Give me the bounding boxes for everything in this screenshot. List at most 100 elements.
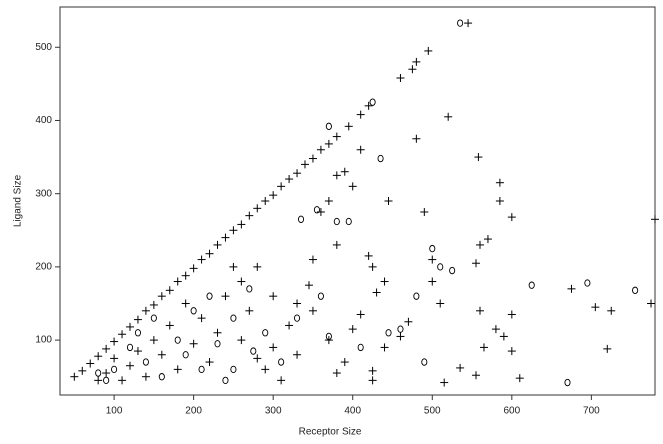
- point: [499, 332, 508, 341]
- point: [118, 330, 127, 339]
- point: [189, 339, 198, 348]
- point: [70, 372, 79, 381]
- point: [607, 306, 616, 315]
- point: [250, 347, 257, 355]
- point: [457, 19, 464, 27]
- point: [293, 314, 301, 322]
- point: [495, 197, 504, 205]
- point: [325, 122, 332, 130]
- point: [472, 371, 481, 380]
- point: [476, 306, 484, 315]
- point: [141, 306, 150, 315]
- point: [253, 262, 262, 271]
- point: [198, 365, 205, 374]
- point: [584, 279, 591, 287]
- point: [245, 306, 254, 315]
- point: [285, 321, 294, 330]
- point: [332, 171, 341, 180]
- point: [507, 310, 516, 319]
- point: [133, 315, 142, 324]
- point: [647, 299, 656, 308]
- point: [174, 336, 181, 344]
- point: [269, 343, 278, 352]
- point: [86, 359, 95, 368]
- point: [397, 325, 404, 333]
- point: [308, 306, 317, 315]
- point: [197, 314, 206, 323]
- point: [150, 314, 157, 322]
- point: [78, 366, 87, 375]
- point: [428, 255, 437, 264]
- point: [474, 153, 483, 162]
- y-tick-label: 200: [35, 262, 52, 273]
- point: [269, 191, 278, 200]
- point: [229, 226, 238, 235]
- point: [324, 197, 333, 205]
- point: [591, 303, 600, 312]
- point: [261, 365, 270, 374]
- point: [324, 336, 333, 345]
- point: [253, 354, 262, 363]
- point: [377, 154, 384, 163]
- point: [384, 197, 393, 205]
- point: [444, 112, 453, 121]
- point: [368, 366, 377, 375]
- point: [213, 240, 222, 249]
- point: [368, 262, 377, 271]
- point: [479, 343, 488, 352]
- point: [528, 281, 535, 289]
- y-tick-label: 500: [35, 42, 52, 53]
- point: [181, 271, 190, 280]
- point: [297, 215, 305, 223]
- point: [357, 343, 364, 352]
- point: [344, 122, 353, 131]
- point: [102, 369, 111, 378]
- point: [301, 160, 309, 169]
- point: [340, 167, 349, 176]
- point: [95, 369, 102, 377]
- point: [308, 154, 317, 163]
- point: [182, 351, 189, 359]
- x-tick-label: 700: [583, 406, 600, 417]
- point: [356, 145, 365, 154]
- point: [340, 358, 349, 367]
- point: [436, 299, 445, 308]
- point: [134, 329, 142, 337]
- point: [94, 376, 103, 385]
- y-axis-label: Ligand Size: [13, 174, 24, 227]
- point: [222, 376, 229, 385]
- point: [404, 317, 413, 326]
- point: [491, 325, 500, 334]
- point: [189, 264, 198, 273]
- point: [380, 343, 389, 352]
- point: [464, 19, 473, 28]
- point: [348, 325, 357, 334]
- x-tick-label: 500: [424, 406, 441, 417]
- point: [285, 175, 294, 184]
- point: [308, 255, 317, 264]
- point: [205, 358, 214, 367]
- point: [221, 233, 230, 242]
- point: [181, 299, 190, 308]
- point: [495, 178, 504, 187]
- point: [345, 217, 352, 226]
- point: [356, 310, 365, 319]
- point: [408, 65, 417, 74]
- point: [364, 251, 373, 260]
- point: [246, 285, 253, 293]
- point: [356, 110, 365, 119]
- point: [333, 217, 340, 226]
- point: [483, 235, 492, 244]
- point: [110, 337, 119, 346]
- point: [476, 240, 484, 249]
- point: [214, 340, 221, 348]
- point: [157, 292, 166, 301]
- point: [262, 329, 269, 337]
- point: [440, 378, 449, 387]
- point: [103, 376, 110, 385]
- point: [230, 314, 237, 322]
- point: [293, 169, 302, 178]
- point: [158, 373, 165, 381]
- point: [118, 376, 127, 385]
- point: [507, 213, 516, 222]
